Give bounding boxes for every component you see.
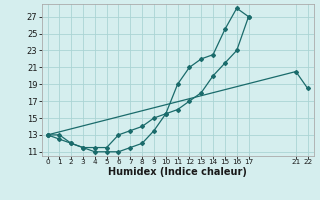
X-axis label: Humidex (Indice chaleur): Humidex (Indice chaleur) — [108, 167, 247, 177]
